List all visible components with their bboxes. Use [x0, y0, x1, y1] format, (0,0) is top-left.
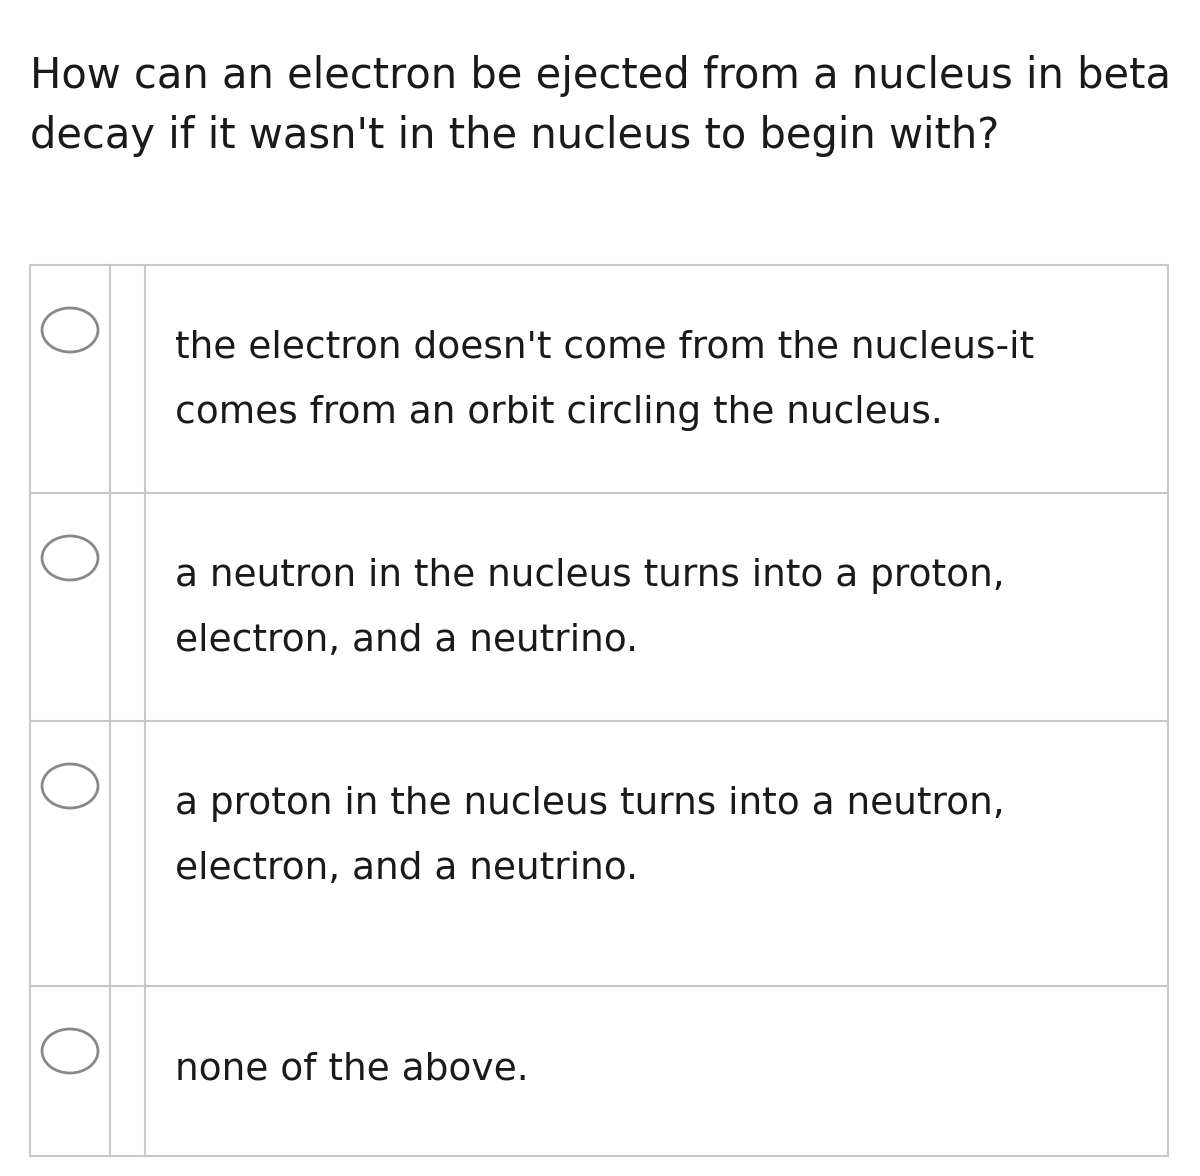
- Text: electron, and a neutrino.: electron, and a neutrino.: [175, 623, 638, 659]
- Text: electron, and a neutrino.: electron, and a neutrino.: [175, 851, 638, 887]
- Text: comes from an orbit circling the nucleus.: comes from an orbit circling the nucleus…: [175, 395, 943, 430]
- Text: How can an electron be ejected from a nucleus in beta: How can an electron be ejected from a nu…: [30, 55, 1171, 96]
- Text: a neutron in the nucleus turns into a proton,: a neutron in the nucleus turns into a pr…: [175, 557, 1004, 594]
- Text: none of the above.: none of the above.: [175, 1051, 529, 1087]
- Text: decay if it wasn't in the nucleus to begin with?: decay if it wasn't in the nucleus to beg…: [30, 115, 1000, 158]
- Text: the electron doesn't come from the nucleus-it: the electron doesn't come from the nucle…: [175, 330, 1034, 366]
- Text: a proton in the nucleus turns into a neutron,: a proton in the nucleus turns into a neu…: [175, 786, 1004, 822]
- Bar: [30, 265, 1168, 1156]
